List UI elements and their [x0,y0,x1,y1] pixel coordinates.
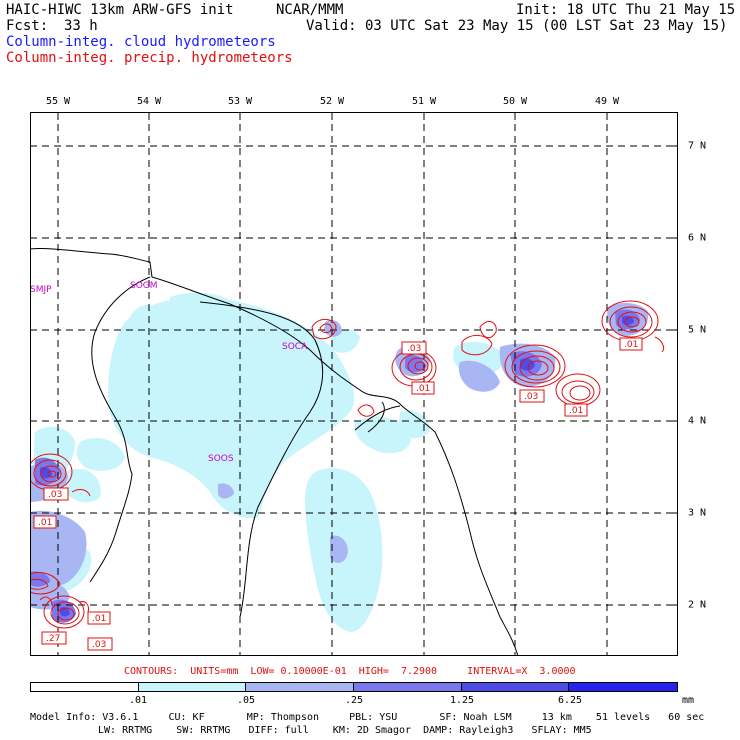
lat-label: 6 N [688,232,707,244]
lon-label: 50 W [502,96,528,107]
lat-label: 2 N [688,599,707,611]
valid-time: Valid: 03 UTC Sat 23 May 15 (00 LST Sat … [306,18,728,34]
map-frame [30,112,678,656]
station-label: SMJP [30,285,52,295]
lat-lon-grid [30,112,678,656]
lon-label: 54 W [136,96,162,107]
lon-label: 49 W [594,96,620,107]
lon-label: 51 W [411,96,437,107]
field-precip-label: Column-integ. precip. hydrometeors [6,50,293,66]
contour-label: .03 [48,490,62,500]
lon-label: 53 W [227,96,253,107]
model-info-line2: LW: RRTMG SW: RRTMG DIFF: full KM: 2D Sm… [98,725,592,736]
forecast-hour: 33 h [64,18,98,34]
colorbar-label: .05 [236,695,256,706]
lat-label: 7 N [688,140,707,152]
cloud-shading-light [32,292,505,632]
init-time: Init: 18 UTC Thu 21 May 15 [516,2,736,18]
field-cloud-label: Column-integ. cloud hydrometeors [6,34,276,50]
contour-label: .01 [569,406,583,416]
contour-label: .01 [624,340,638,350]
lat-label: 3 N [688,507,707,519]
colorbar-units: mm [682,695,695,706]
contour-label: .01 [416,384,430,394]
station-labels: SMJP SOGM SOCA SOOS [30,281,308,464]
colorbar-label: 1.25 [449,695,475,706]
lat-label: 4 N [688,415,707,427]
contour-label: .03 [407,344,421,354]
model-title: HAIC-HIWC 13km ARW-GFS init [6,2,234,18]
coastline [30,248,519,656]
contour-label: .03 [524,392,538,402]
contour-value-labels: .03 .01 .03 .01 .01 .03 .01 .27 .01 .03 [33,337,643,651]
lon-label: 52 W [319,96,345,107]
forecast-label: Fcst: [6,18,49,34]
precip-contours [30,300,665,629]
contour-label: .27 [46,634,60,644]
colorbar-segment [461,683,570,691]
contour-label: .01 [38,518,52,528]
colorbar-segment [138,683,247,691]
colorbar-label: .01 [128,695,148,706]
colorbar-segment [31,683,139,691]
lat-label: 5 N [688,324,707,336]
colorbar [30,682,678,692]
colorbar-label: .25 [344,695,364,706]
colorbar-label: 6.25 [557,695,583,706]
lon-label: 55 W [45,96,71,107]
contour-label: .01 [92,614,106,624]
forecast-map: .03 .01 .03 .01 .01 .03 .01 .27 .01 .03 … [30,112,678,656]
station-label: SOGM [130,281,158,291]
org-label: NCAR/MMM [276,2,344,18]
contours-info: CONTOURS: UNITS=mm LOW= 0.10000E-01 HIGH… [124,666,576,677]
colorbar-segment [354,683,462,691]
colorbar-segment [246,683,355,691]
station-label: SOCA [282,342,308,352]
model-info-line1: Model Info: V3.6.1 CU: KF MP: Thompson P… [30,712,705,723]
edge-ticks [57,112,678,606]
station-label: SOOS [208,454,234,464]
colorbar-segment [569,683,678,691]
contour-label: .03 [92,640,106,650]
